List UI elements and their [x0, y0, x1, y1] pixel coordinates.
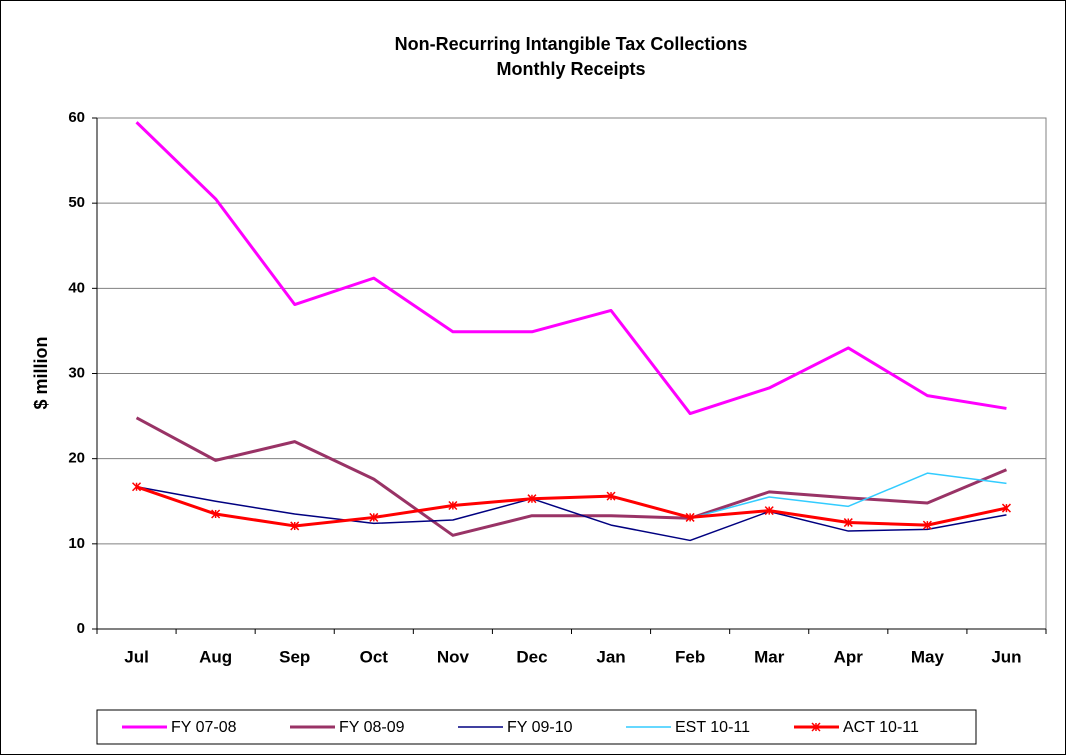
- x-tick-label: Jul: [124, 647, 149, 666]
- legend-text: EST 10-11: [675, 719, 750, 736]
- x-tick-label: Apr: [834, 647, 864, 666]
- legend-text: FY 08-09: [339, 719, 405, 736]
- legend-text: FY 07-08: [171, 719, 237, 736]
- marker: [811, 722, 821, 732]
- marker: [843, 518, 853, 528]
- marker: [290, 521, 300, 531]
- legend-text: ACT 10-11: [843, 719, 919, 736]
- y-tick-label: 40: [68, 279, 85, 296]
- series-line: [135, 416, 1008, 537]
- x-tick-label: May: [911, 647, 945, 666]
- marker: [1001, 503, 1011, 513]
- marker: [764, 506, 774, 516]
- x-tick-label: Aug: [199, 647, 232, 666]
- marker: [922, 520, 932, 530]
- y-axis-label: $ million: [31, 336, 51, 409]
- series-line: [136, 486, 1007, 542]
- y-tick-label: 10: [68, 535, 85, 552]
- marker: [369, 512, 379, 522]
- marker: [132, 482, 142, 492]
- x-tick-label: Dec: [516, 647, 547, 666]
- marker: [606, 491, 616, 501]
- marker: [527, 494, 537, 504]
- x-tick-label: Oct: [360, 647, 389, 666]
- x-tick-label: Nov: [437, 647, 470, 666]
- y-tick-label: 30: [68, 364, 85, 381]
- y-tick-label: 0: [77, 620, 85, 637]
- x-tick-label: Jun: [991, 647, 1021, 666]
- y-tick-label: 60: [68, 109, 85, 126]
- y-tick-label: 50: [68, 194, 85, 211]
- series-line: [135, 121, 1007, 416]
- marker: [685, 512, 695, 522]
- chart-subtitle: Monthly Receipts: [496, 59, 645, 79]
- marker: [211, 509, 221, 519]
- x-tick-label: Jan: [596, 647, 625, 666]
- x-tick-label: Feb: [675, 647, 705, 666]
- series-line: [689, 472, 1007, 520]
- y-tick-label: 20: [68, 450, 85, 467]
- chart-title: Non-Recurring Intangible Tax Collections: [395, 34, 748, 54]
- series-line: [136, 485, 1007, 528]
- legend-text: FY 09-10: [507, 719, 573, 736]
- marker: [448, 500, 458, 511]
- x-tick-label: Sep: [279, 647, 310, 666]
- x-tick-label: Mar: [754, 647, 785, 666]
